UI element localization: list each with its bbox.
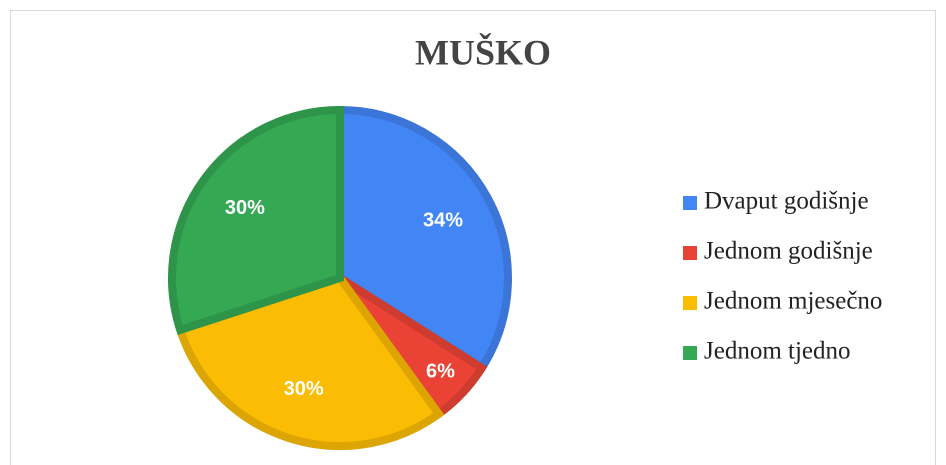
legend-label: Dvaput godišnje: [704, 188, 869, 215]
data-label: 30%: [284, 378, 324, 400]
legend-swatch: [683, 296, 697, 310]
data-label: 6%: [426, 361, 455, 383]
legend-label: Jednom mjesečno: [704, 288, 882, 315]
data-label: 30%: [225, 197, 265, 219]
legend-label: Jednom tjedno: [704, 338, 851, 365]
pie-slice: [168, 105, 344, 335]
pie-slice: [175, 273, 445, 450]
data-label: 34%: [423, 210, 463, 232]
legend-swatch: [683, 346, 697, 360]
legend-label: Jednom godišnje: [704, 238, 873, 265]
chart-title: MUŠKO: [415, 32, 551, 72]
legend-swatch: [683, 246, 697, 260]
legend-swatch: [683, 196, 697, 210]
